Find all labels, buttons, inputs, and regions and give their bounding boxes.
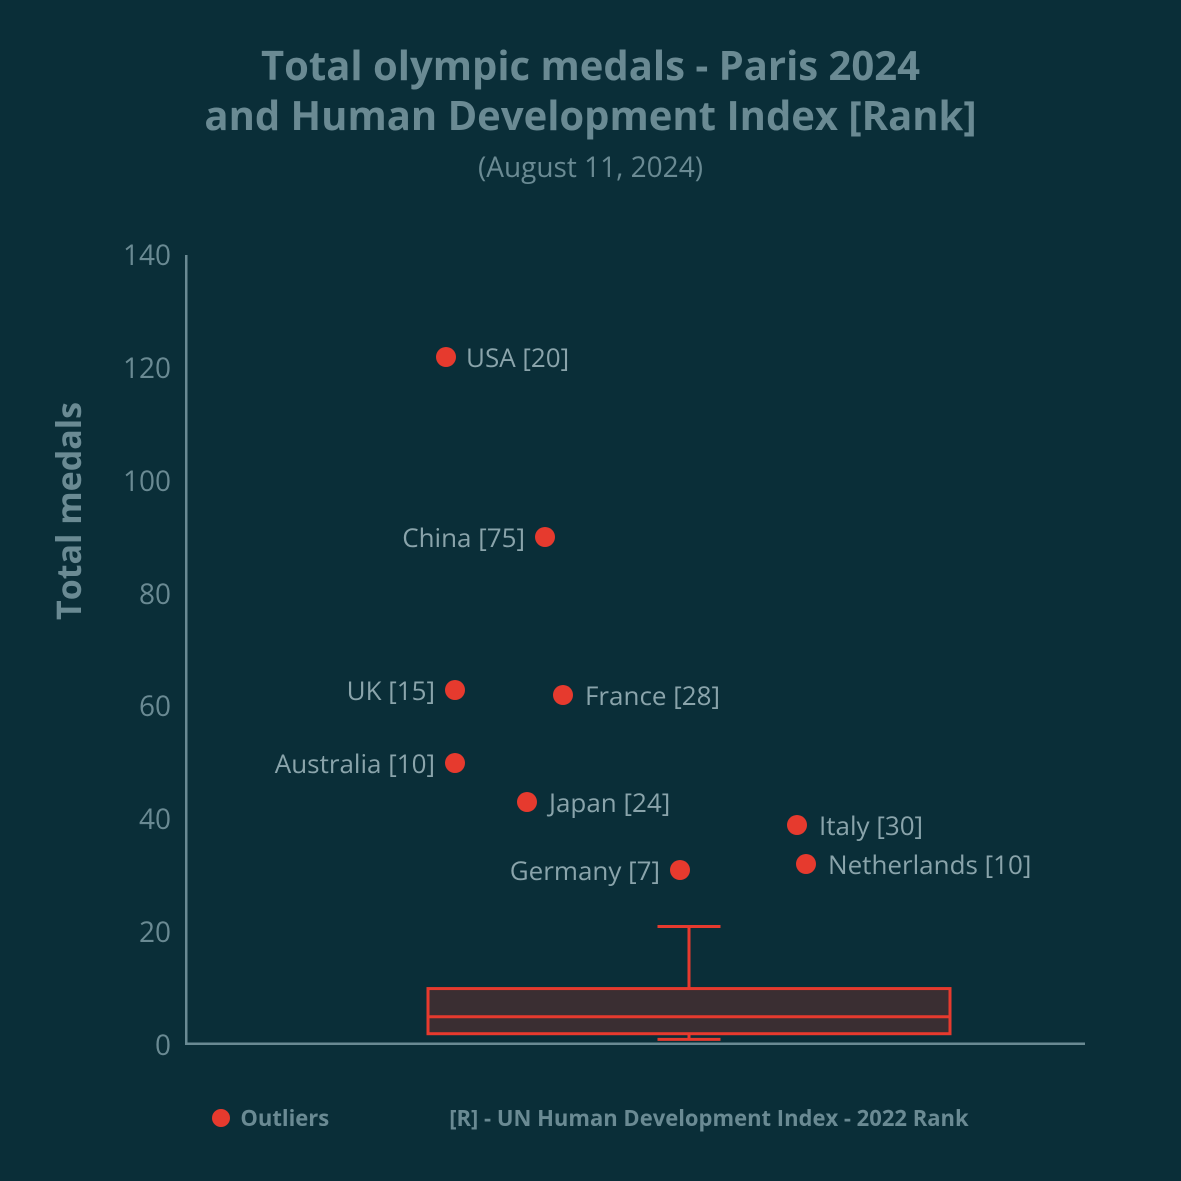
legend: Outliers [R] - UN Human Development Inde… bbox=[0, 1103, 1181, 1133]
chart-subtitle: (August 11, 2024) bbox=[0, 148, 1181, 186]
boxplot-chart bbox=[185, 255, 1085, 1045]
outlier-label: Italy [30] bbox=[819, 807, 923, 843]
y-tick-label: 40 bbox=[139, 800, 171, 838]
outlier-label: Australia [10] bbox=[275, 745, 435, 781]
y-tick-label: 120 bbox=[123, 349, 171, 387]
outlier-label: China [75] bbox=[402, 519, 525, 555]
outlier-label: UK [15] bbox=[347, 672, 435, 708]
legend-hdi-label: [R] - UN Human Development Index - 2022 … bbox=[449, 1103, 968, 1133]
outlier-label: France [28] bbox=[585, 677, 720, 713]
y-axis-label: Total medals bbox=[45, 402, 91, 620]
outlier-point bbox=[445, 680, 465, 700]
outlier-label: Netherlands [10] bbox=[828, 846, 1031, 882]
outlier-point bbox=[787, 815, 807, 835]
y-tick-label: 80 bbox=[139, 575, 171, 613]
y-tick-label: 140 bbox=[123, 236, 171, 274]
outlier-point bbox=[517, 792, 537, 812]
outlier-point bbox=[436, 347, 456, 367]
outlier-point bbox=[553, 685, 573, 705]
legend-hdi: [R] - UN Human Development Index - 2022 … bbox=[449, 1103, 968, 1133]
outlier-point bbox=[796, 854, 816, 874]
y-tick-label: 100 bbox=[123, 462, 171, 500]
legend-dot-icon bbox=[212, 1109, 230, 1127]
y-tick-label: 0 bbox=[155, 1026, 171, 1064]
chart-title-line1: Total olympic medals - Paris 2024 bbox=[0, 40, 1181, 90]
outlier-label: USA [20] bbox=[466, 339, 569, 375]
chart-title-line2: and Human Development Index [Rank] bbox=[0, 90, 1181, 140]
legend-outliers: Outliers bbox=[212, 1103, 329, 1133]
outlier-point bbox=[535, 527, 555, 547]
legend-outliers-label: Outliers bbox=[240, 1103, 329, 1133]
outlier-point bbox=[670, 860, 690, 880]
outlier-point bbox=[445, 753, 465, 773]
outlier-label: Germany [7] bbox=[510, 852, 660, 888]
outlier-label: Japan [24] bbox=[549, 784, 670, 820]
y-tick-label: 20 bbox=[139, 913, 171, 951]
chart-title-block: Total olympic medals - Paris 2024 and Hu… bbox=[0, 40, 1181, 186]
y-tick-label: 60 bbox=[139, 687, 171, 725]
